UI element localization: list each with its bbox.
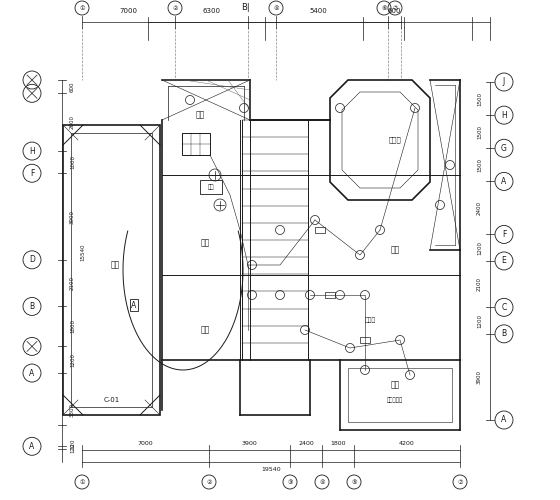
Text: 起居室: 起居室 <box>389 136 402 143</box>
Text: A: A <box>132 300 137 310</box>
Text: 600: 600 <box>70 82 75 92</box>
Text: 集中: 集中 <box>208 184 214 190</box>
Bar <box>325 292 335 298</box>
Text: 游池: 游池 <box>110 260 120 270</box>
Text: 半库: 半库 <box>390 380 400 390</box>
Text: 5400: 5400 <box>309 8 327 14</box>
Text: ②: ② <box>206 480 212 484</box>
Text: 客厅: 客厅 <box>200 326 209 334</box>
Text: 厨房: 厨房 <box>195 110 204 120</box>
Text: 1200: 1200 <box>477 240 482 254</box>
Text: B: B <box>501 330 507 338</box>
Text: A: A <box>501 177 507 186</box>
Text: C: C <box>501 303 507 312</box>
Bar <box>182 133 210 155</box>
Text: E: E <box>502 256 506 266</box>
Text: 3900: 3900 <box>241 441 258 446</box>
Text: 19540: 19540 <box>261 467 281 472</box>
Text: 7000: 7000 <box>138 441 153 446</box>
Text: ⑥: ⑥ <box>381 6 387 10</box>
Text: 1800: 1800 <box>70 320 75 334</box>
Text: ⑦: ⑦ <box>392 6 398 10</box>
Text: 1500: 1500 <box>477 92 482 106</box>
Text: 2400: 2400 <box>298 441 314 446</box>
Text: 洗衣间: 洗衣间 <box>365 317 376 323</box>
Text: ⑦: ⑦ <box>457 480 463 484</box>
Text: 3900: 3900 <box>70 210 75 224</box>
Bar <box>71 133 152 407</box>
Text: A: A <box>501 416 507 424</box>
Text: 6300: 6300 <box>203 8 221 14</box>
Bar <box>315 227 325 233</box>
Text: ③: ③ <box>287 480 293 484</box>
Text: F: F <box>502 230 506 239</box>
Text: J: J <box>503 78 505 86</box>
Text: D: D <box>29 256 35 264</box>
Text: H: H <box>501 110 507 120</box>
Text: ①: ① <box>79 480 85 484</box>
Text: 15540: 15540 <box>80 244 85 261</box>
Text: 1200: 1200 <box>477 314 482 328</box>
Text: 600: 600 <box>388 8 402 14</box>
Text: ②: ② <box>172 6 178 10</box>
Text: 3900: 3900 <box>477 370 482 384</box>
Text: ①: ① <box>79 6 85 10</box>
Bar <box>348 368 452 422</box>
Text: 4200: 4200 <box>399 441 415 446</box>
Text: 2400: 2400 <box>477 201 482 215</box>
Text: 1500: 1500 <box>477 124 482 138</box>
Bar <box>200 180 222 194</box>
Text: 餐厅: 餐厅 <box>200 238 209 248</box>
Text: B: B <box>30 302 35 311</box>
Text: H: H <box>29 146 35 156</box>
Bar <box>360 337 370 343</box>
Text: 120: 120 <box>70 442 75 453</box>
Text: 2100: 2100 <box>477 277 482 291</box>
Text: 2100: 2100 <box>70 276 75 290</box>
Text: 7000: 7000 <box>119 8 138 14</box>
Bar <box>63 125 160 415</box>
Text: ④: ④ <box>319 480 325 484</box>
Text: A: A <box>29 442 35 451</box>
Text: 卧房: 卧房 <box>390 246 400 254</box>
Text: 120: 120 <box>70 438 75 449</box>
Text: ④: ④ <box>273 6 279 10</box>
Text: 2600: 2600 <box>70 115 75 129</box>
Text: 1800: 1800 <box>330 441 346 446</box>
Text: F: F <box>30 168 34 177</box>
Text: G: G <box>501 144 507 153</box>
Text: B|: B| <box>241 4 250 13</box>
Text: A: A <box>29 368 35 378</box>
Text: ⑤: ⑤ <box>351 480 357 484</box>
Text: 1000: 1000 <box>70 155 75 169</box>
Text: 1200: 1200 <box>70 352 75 366</box>
Text: 1500: 1500 <box>477 158 482 172</box>
Text: 3300: 3300 <box>70 402 75 416</box>
Text: C-01: C-01 <box>104 397 120 403</box>
Text: 遥感半道门: 遥感半道门 <box>387 397 403 403</box>
